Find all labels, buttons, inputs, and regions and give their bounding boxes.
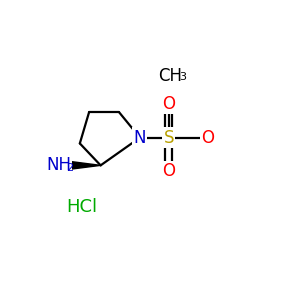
Text: 3: 3 — [179, 72, 186, 82]
Text: O: O — [201, 129, 214, 147]
Text: 2: 2 — [67, 163, 74, 173]
Text: O: O — [162, 162, 175, 180]
Text: N: N — [134, 129, 146, 147]
Text: O: O — [162, 95, 175, 113]
Text: S: S — [164, 129, 174, 147]
Text: NH: NH — [46, 156, 71, 174]
Text: HCl: HCl — [67, 198, 98, 216]
Polygon shape — [72, 162, 101, 169]
Text: CH: CH — [158, 67, 182, 85]
